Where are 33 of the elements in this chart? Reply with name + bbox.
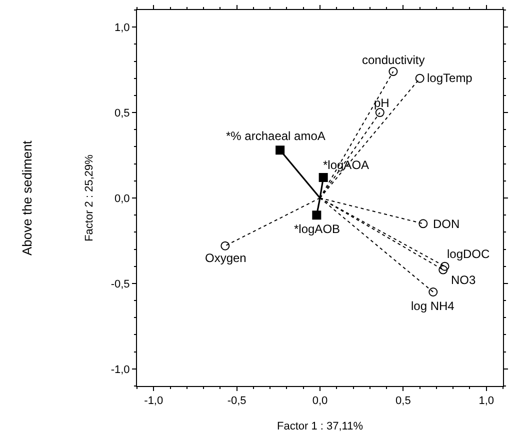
- annotation: Oxygen: [205, 251, 246, 265]
- point: [418, 219, 428, 228]
- y-tick-label: -0,5: [110, 278, 130, 290]
- annotation: NO3: [451, 273, 476, 287]
- x-tick-label: -1,0: [144, 395, 164, 408]
- point: [388, 67, 398, 76]
- annotation: *% archaeal amoA: [226, 129, 326, 143]
- x-tick-label: 1,0: [478, 395, 494, 408]
- point: [428, 288, 438, 296]
- y-tick-label: 0,0: [114, 192, 130, 205]
- text: Above the sediment: [20, 140, 34, 256]
- annotation: log NH4: [411, 299, 455, 313]
- point: [438, 265, 448, 274]
- annotation: DON: [433, 217, 460, 231]
- y-tick-label: -1,0: [110, 364, 130, 376]
- point: [220, 241, 230, 250]
- y-tick-label: 1,0: [114, 22, 130, 34]
- point: [318, 172, 328, 182]
- y-tick-label: 0,5: [114, 107, 130, 120]
- point: [415, 74, 424, 83]
- annotation: pH: [374, 96, 390, 110]
- x-tick-label: 0,5: [396, 395, 411, 408]
- y-axis-title: Factor 2 : 25,29%: [83, 154, 96, 242]
- point: [312, 210, 322, 220]
- x-tick-label: 0,0: [312, 395, 328, 408]
- annotation: logDOC: [447, 247, 490, 261]
- annotation: *logAOB: [294, 222, 340, 236]
- point: [276, 146, 285, 155]
- point: [440, 262, 450, 271]
- x-axis-title: Factor 1 : 37,11%: [276, 420, 364, 432]
- annotation: logTemp: [427, 71, 473, 85]
- annotation: conductivity: [362, 53, 425, 67]
- x-tick-label: -0,5: [227, 395, 246, 408]
